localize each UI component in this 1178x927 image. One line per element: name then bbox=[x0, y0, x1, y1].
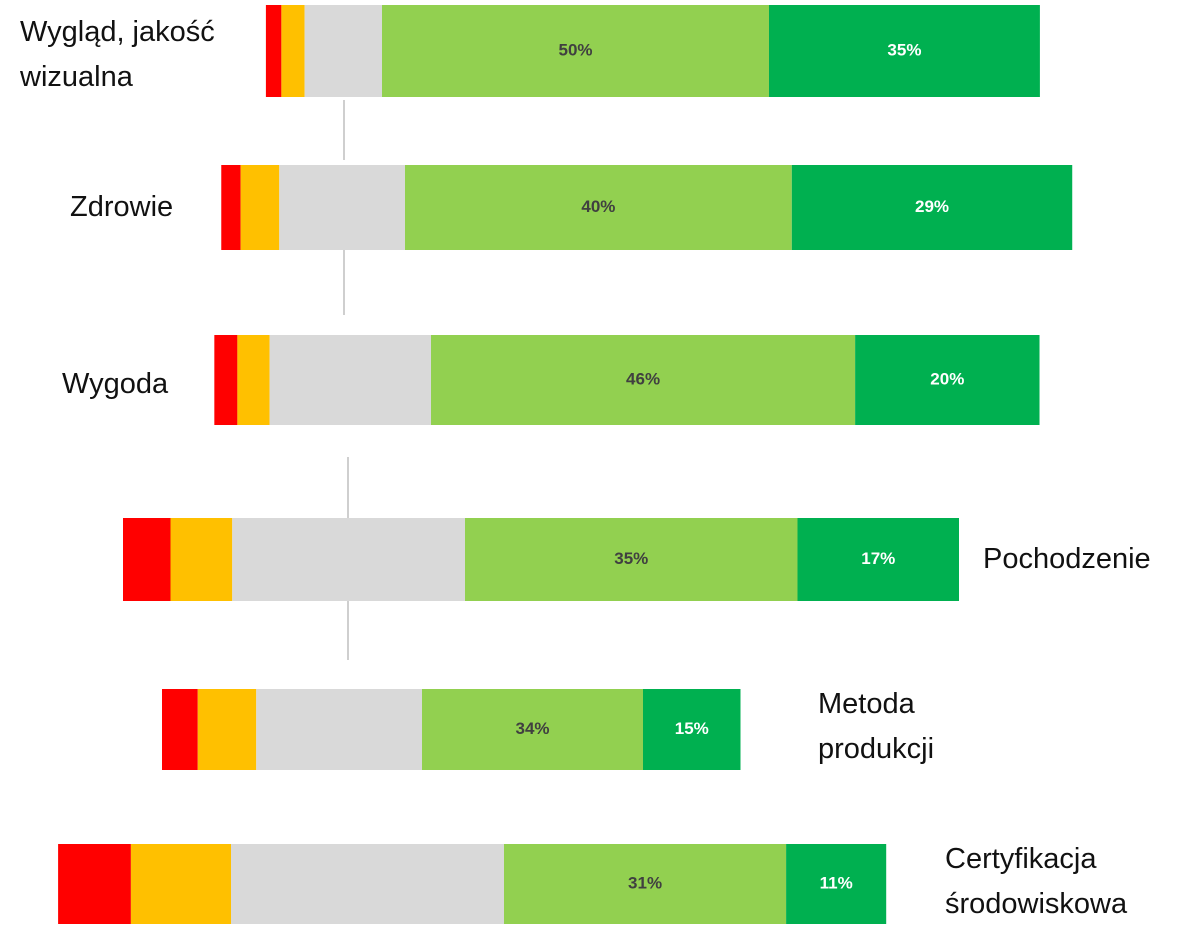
bar-segment bbox=[123, 518, 171, 601]
bar-segment bbox=[270, 335, 431, 425]
bar-segment bbox=[305, 5, 382, 97]
chart-canvas: 50% 35% 40% 29% 46% 20% 35% 17% 34% 15% 31% 11% bbox=[0, 0, 1178, 924]
category-label: Wygląd, jakość wizualna bbox=[20, 10, 260, 100]
chart: 50% 35% 40% 29% 46% 20% 35% 17% 34% 15% 31% 11% Wyg… bbox=[0, 0, 1178, 924]
bar-segment bbox=[237, 335, 269, 425]
bar-segment bbox=[281, 5, 304, 97]
category-label: Metoda produkcji bbox=[818, 682, 968, 772]
bar-segment bbox=[162, 689, 198, 770]
value-label: 11% bbox=[820, 873, 853, 892]
value-label: 31% bbox=[628, 873, 662, 892]
bar-segment bbox=[241, 165, 280, 250]
bar-segment bbox=[232, 518, 465, 601]
value-label: 40% bbox=[581, 197, 615, 216]
value-label: 50% bbox=[558, 40, 592, 59]
bar-segment bbox=[171, 518, 233, 601]
value-label: 35% bbox=[614, 549, 648, 568]
value-label: 17% bbox=[861, 549, 895, 568]
category-label: Pochodzenie bbox=[983, 537, 1178, 582]
category-label: Certyfikacja środowiskowa bbox=[945, 837, 1177, 927]
value-label: 34% bbox=[515, 719, 549, 738]
bar-segment bbox=[198, 689, 257, 770]
value-label: 35% bbox=[887, 40, 921, 59]
bar-segment bbox=[279, 165, 405, 250]
bar-segment bbox=[131, 844, 231, 924]
value-label: 46% bbox=[626, 369, 660, 388]
bar-segment bbox=[58, 844, 131, 924]
bar-segment bbox=[231, 844, 504, 924]
value-label: 29% bbox=[915, 197, 949, 216]
bar-segment bbox=[256, 689, 422, 770]
category-label: Wygoda bbox=[62, 362, 222, 407]
value-label: 20% bbox=[930, 369, 964, 388]
value-label: 15% bbox=[675, 719, 709, 738]
category-label: Zdrowie bbox=[70, 185, 230, 230]
bar-segment bbox=[266, 5, 281, 97]
